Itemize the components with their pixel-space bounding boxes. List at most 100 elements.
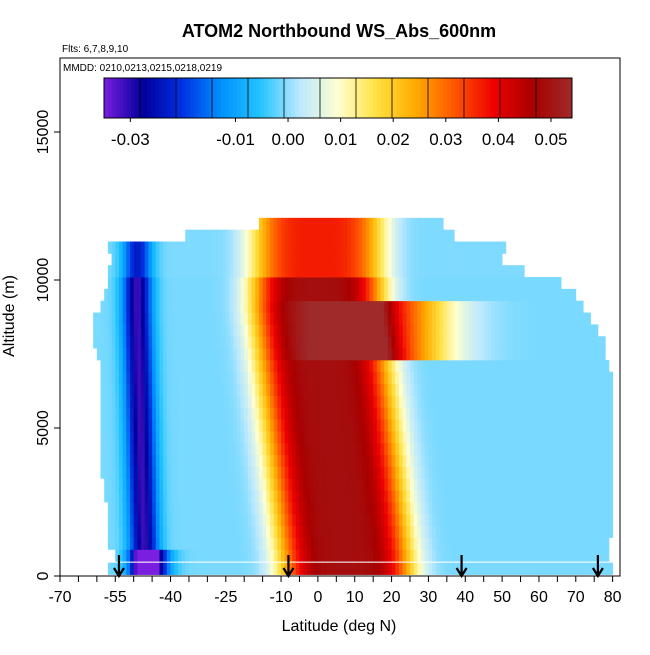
heatmap-cell bbox=[480, 359, 485, 373]
heatmap-cell bbox=[398, 241, 404, 254]
heatmap-cell bbox=[597, 562, 602, 575]
heatmap-cell bbox=[373, 217, 378, 231]
heatmap-cell bbox=[542, 288, 547, 302]
heatmap-cell bbox=[292, 490, 297, 503]
heatmap-cell bbox=[358, 562, 363, 575]
heatmap-cell bbox=[579, 348, 584, 361]
heatmap-cell bbox=[480, 395, 485, 408]
heatmap-cell bbox=[122, 348, 127, 361]
heatmap-cell bbox=[538, 478, 544, 491]
heatmap-cell bbox=[608, 502, 614, 515]
heatmap-cell bbox=[347, 383, 352, 396]
heatmap-cell bbox=[200, 229, 205, 242]
heatmap-cell bbox=[605, 383, 610, 396]
heatmap-cell bbox=[177, 442, 182, 456]
heatmap-cell bbox=[483, 265, 488, 278]
heatmap-cell bbox=[170, 312, 175, 325]
heatmap-cell bbox=[247, 562, 252, 575]
heatmap-cell bbox=[402, 300, 407, 313]
heatmap-cell bbox=[181, 419, 186, 432]
colorbar-segment bbox=[384, 78, 390, 118]
heatmap-cell bbox=[166, 430, 171, 444]
heatmap-cell bbox=[111, 324, 116, 337]
heatmap-cell bbox=[130, 336, 135, 349]
heatmap-cell bbox=[200, 277, 205, 290]
heatmap-cell bbox=[118, 419, 124, 432]
heatmap-cell bbox=[148, 336, 153, 349]
heatmap-cell bbox=[454, 312, 459, 325]
heatmap-cell bbox=[343, 229, 348, 242]
heatmap-cell bbox=[387, 229, 392, 242]
heatmap-cell bbox=[288, 442, 293, 456]
colorbar-segment bbox=[119, 78, 124, 118]
heatmap-cell bbox=[520, 265, 525, 278]
heatmap-cell bbox=[597, 383, 602, 396]
heatmap-cell bbox=[340, 442, 345, 456]
heatmap-cell bbox=[538, 466, 544, 479]
heatmap-cell bbox=[295, 371, 300, 384]
heatmap-cell bbox=[211, 312, 216, 325]
heatmap-cell bbox=[472, 454, 477, 467]
heatmap-cell bbox=[520, 525, 525, 538]
heatmap-cell bbox=[583, 442, 588, 456]
heatmap-cell bbox=[373, 395, 378, 408]
heatmap-cell bbox=[188, 407, 194, 420]
heatmap-cell bbox=[181, 549, 186, 562]
heatmap-cell bbox=[159, 265, 164, 278]
heatmap-cell bbox=[509, 478, 514, 491]
heatmap-cell bbox=[454, 442, 459, 456]
heatmap-cell bbox=[188, 513, 194, 527]
heatmap-cell bbox=[369, 217, 374, 231]
heatmap-cell bbox=[380, 371, 385, 384]
heatmap-cell bbox=[347, 229, 352, 242]
heatmap-cell bbox=[583, 466, 588, 479]
heatmap-cell bbox=[332, 562, 337, 575]
heatmap-cell bbox=[531, 442, 536, 456]
colorbar-segment bbox=[568, 78, 573, 118]
heatmap-cell bbox=[579, 383, 584, 396]
heatmap-cell bbox=[192, 395, 197, 408]
heatmap-cell bbox=[351, 419, 356, 432]
heatmap-cell bbox=[347, 371, 352, 384]
heatmap-cell bbox=[107, 371, 112, 384]
heatmap-cell bbox=[398, 383, 404, 396]
heatmap-cell bbox=[203, 277, 208, 290]
heatmap-cell bbox=[115, 277, 120, 290]
heatmap-cell bbox=[505, 395, 510, 408]
heatmap-cell bbox=[200, 241, 205, 254]
heatmap-cell bbox=[579, 502, 584, 515]
heatmap-cell bbox=[281, 288, 286, 302]
colorbar-segment bbox=[135, 78, 140, 118]
heatmap-cell bbox=[321, 300, 326, 313]
heatmap-cell bbox=[236, 419, 241, 432]
heatmap-cell bbox=[435, 229, 440, 242]
heatmap-cell bbox=[148, 300, 153, 313]
heatmap-cell bbox=[457, 371, 462, 384]
heatmap-cell bbox=[524, 454, 529, 467]
heatmap-cell bbox=[314, 288, 319, 302]
heatmap-cell bbox=[111, 490, 116, 503]
heatmap-cell bbox=[170, 288, 175, 302]
heatmap-cell bbox=[608, 478, 614, 491]
heatmap-cell bbox=[413, 348, 418, 361]
heatmap-cell bbox=[141, 371, 146, 384]
heatmap-cell bbox=[122, 395, 127, 408]
heatmap-cell bbox=[306, 466, 311, 479]
heatmap-cell bbox=[410, 490, 415, 503]
heatmap-cell bbox=[461, 253, 466, 266]
heatmap-cell bbox=[292, 454, 297, 467]
heatmap-cell bbox=[152, 478, 157, 491]
heatmap-cell bbox=[207, 336, 212, 349]
heatmap-cell bbox=[502, 359, 507, 373]
heatmap-cell bbox=[222, 490, 227, 503]
heatmap-cell bbox=[373, 312, 378, 325]
heatmap-cell bbox=[203, 466, 208, 479]
heatmap-cell bbox=[111, 395, 116, 408]
heatmap-cell bbox=[572, 419, 577, 432]
heatmap-cell bbox=[568, 549, 573, 562]
heatmap-cell bbox=[163, 359, 168, 373]
heatmap-cell bbox=[284, 537, 289, 550]
heatmap-cell bbox=[472, 348, 477, 361]
heatmap-cell bbox=[141, 407, 146, 420]
heatmap-cell bbox=[487, 513, 492, 527]
